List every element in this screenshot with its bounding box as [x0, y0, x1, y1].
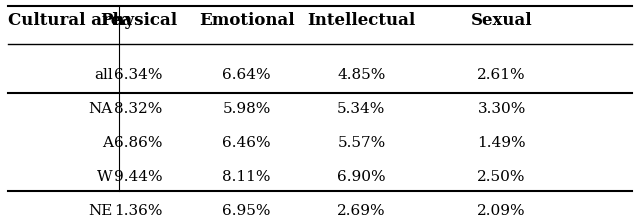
Text: 9.44%: 9.44% [114, 170, 163, 184]
Text: 6.90%: 6.90% [337, 170, 386, 184]
Text: Physical: Physical [100, 12, 177, 29]
Text: 3.30%: 3.30% [477, 102, 526, 117]
Text: NA: NA [89, 102, 113, 117]
Text: 4.85%: 4.85% [337, 68, 386, 82]
Text: 5.34%: 5.34% [337, 102, 386, 117]
Text: 2.50%: 2.50% [477, 170, 526, 184]
Text: 5.98%: 5.98% [223, 102, 271, 117]
Text: 2.09%: 2.09% [477, 204, 526, 217]
Text: 5.57%: 5.57% [337, 136, 385, 150]
Text: all: all [94, 68, 113, 82]
Text: 1.36%: 1.36% [114, 204, 163, 217]
Text: 6.46%: 6.46% [223, 136, 271, 150]
Text: Emotional: Emotional [199, 12, 294, 29]
Text: Intellectual: Intellectual [307, 12, 415, 29]
Text: Sexual: Sexual [471, 12, 532, 29]
Text: NE: NE [88, 204, 113, 217]
Text: A: A [102, 136, 113, 150]
Text: 2.69%: 2.69% [337, 204, 386, 217]
Text: 6.95%: 6.95% [223, 204, 271, 217]
Text: 6.34%: 6.34% [114, 68, 163, 82]
Text: W: W [97, 170, 113, 184]
Text: 6.64%: 6.64% [223, 68, 271, 82]
Text: 2.61%: 2.61% [477, 68, 526, 82]
Text: 1.49%: 1.49% [477, 136, 526, 150]
Text: 8.32%: 8.32% [114, 102, 163, 117]
Text: 6.86%: 6.86% [114, 136, 163, 150]
Text: 8.11%: 8.11% [223, 170, 271, 184]
Text: Cultural area: Cultural area [8, 12, 132, 29]
